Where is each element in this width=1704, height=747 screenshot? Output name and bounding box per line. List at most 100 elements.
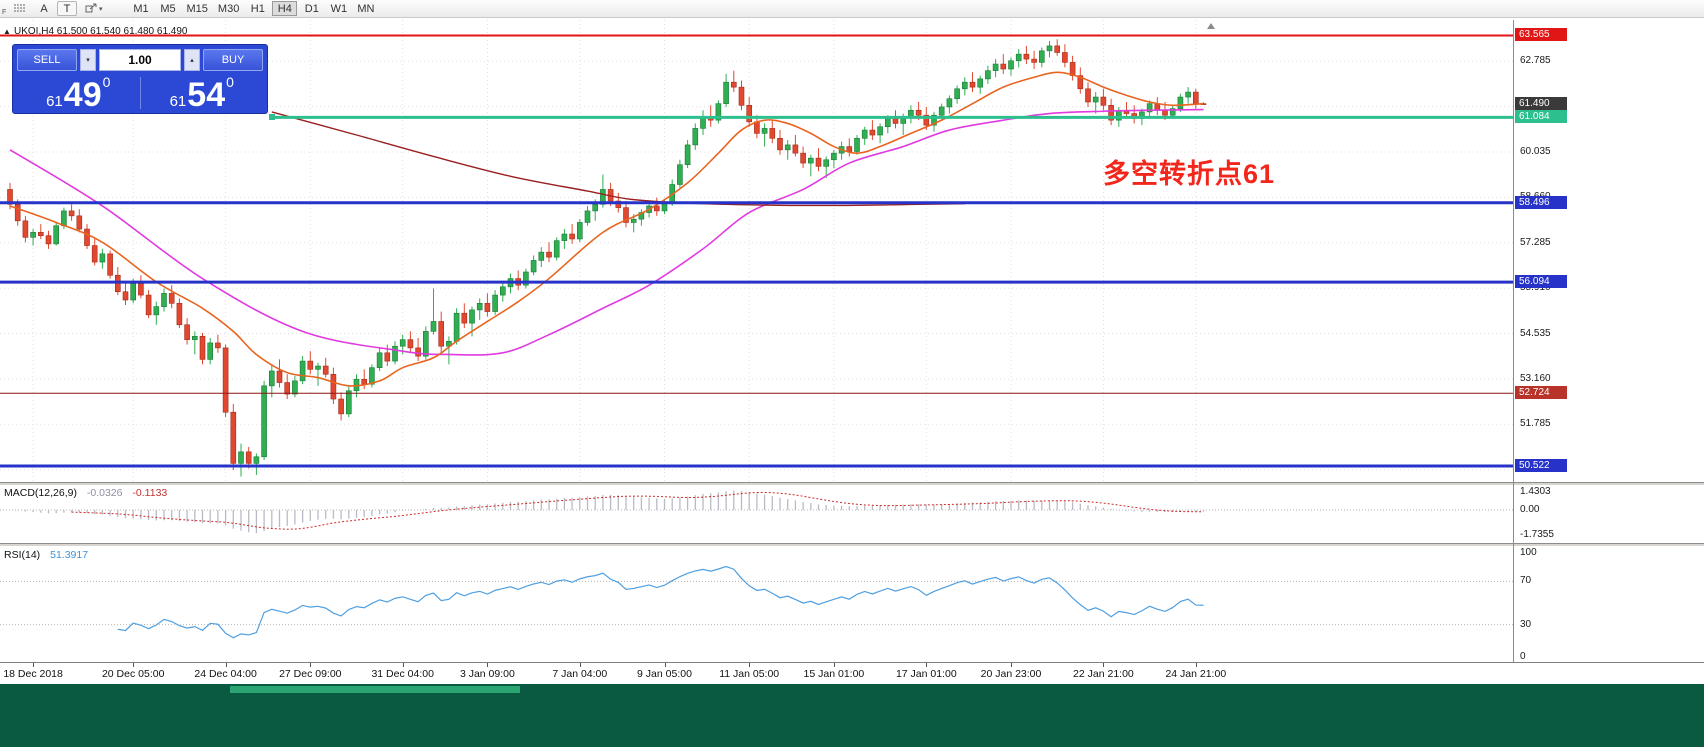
rsi-panel-chart[interactable] <box>0 546 1513 662</box>
macd-histogram <box>17 490 1205 534</box>
time-tick <box>579 663 581 667</box>
timeframe-h1-button[interactable]: H1 <box>245 1 270 16</box>
time-axis-label: 3 Jan 09:00 <box>459 668 515 680</box>
time-tick <box>833 663 835 667</box>
timeframe-h4-button[interactable]: H4 <box>272 1 298 16</box>
one-click-collapse-toggle[interactable]: ▲ <box>3 27 11 36</box>
hatch-tool-button[interactable] <box>8 1 31 16</box>
price-axis-border <box>1513 20 1514 662</box>
price-axis-label: 54.535 <box>1520 327 1551 339</box>
price-axis-label: 53.160 <box>1520 372 1551 384</box>
macd-panel-chart[interactable] <box>0 485 1513 543</box>
timeframe-bar: M1 M5 M15 M30 H1 H4 D1 W1 MN <box>129 1 381 16</box>
rsi-scale-label: 0 <box>1520 651 1526 662</box>
time-axis-label: 24 Dec 04:00 <box>194 668 257 680</box>
timeframe-d1-button[interactable]: D1 <box>299 1 324 16</box>
price-tag: 50.522 <box>1515 458 1567 472</box>
time-tick <box>33 663 35 667</box>
f-label: F <box>2 9 7 16</box>
slow-ma-line <box>9 108 1204 356</box>
price-tag: 56.094 <box>1515 275 1567 289</box>
macd-main-value: -0.0326 <box>86 487 123 499</box>
time-axis-label: 27 Dec 09:00 <box>279 668 342 680</box>
sell-button[interactable]: SELL <box>17 49 77 71</box>
time-axis: 18 Dec 2018 20 Dec 05:00 24 Dec 04:00 27 De… <box>0 662 1704 684</box>
one-click-trading-panel: SELL ▾ ▴ BUY 61 49 0 61 54 0 <box>12 44 268 114</box>
rsi-scale-label: 30 <box>1520 618 1532 630</box>
time-tick <box>1011 663 1012 667</box>
text-label-tool-button[interactable]: T <box>57 1 77 16</box>
long-ma-line <box>271 111 965 207</box>
time-tick <box>310 663 312 667</box>
timeframe-m15-button[interactable]: M15 <box>183 1 212 16</box>
timeframe-m1-button[interactable]: M1 <box>129 1 154 16</box>
shapes-icon <box>85 3 97 13</box>
panel-separator[interactable] <box>0 482 1704 485</box>
time-axis-label: 9 Jan 05:00 <box>637 668 692 680</box>
sell-price-integer: 61 <box>46 93 63 110</box>
timeframe-mn-button[interactable]: MN <box>353 1 378 16</box>
shapes-tool-button[interactable]: ▾ <box>80 1 108 16</box>
buy-price-integer: 61 <box>169 93 187 110</box>
price-tag: 63.565 <box>1515 28 1567 42</box>
sell-price[interactable]: 61 49 0 <box>17 74 140 112</box>
buy-button[interactable]: BUY <box>203 49 263 71</box>
trendline-anchor[interactable] <box>269 114 275 121</box>
macd-indicator-label: MACD(12,26,9) -0.0326 -0.1133 <box>4 487 167 499</box>
rsi-name: RSI(14) <box>4 549 41 561</box>
time-tick <box>1103 663 1105 667</box>
time-axis-label: 20 Dec 05:00 <box>101 668 165 680</box>
time-axis-label: 15 Jan 01:00 <box>803 668 865 680</box>
time-axis-label: 20 Jan 23:00 <box>980 668 1042 680</box>
time-tick <box>664 663 666 667</box>
time-axis-label: 24 Jan 21:00 <box>1165 668 1227 680</box>
horizontal-object-lines[interactable] <box>0 34 1513 468</box>
text-tool-button[interactable]: A <box>34 1 54 16</box>
time-tick <box>1195 663 1197 667</box>
chart-annotation-text: 多空转折点61 <box>1103 159 1276 189</box>
macd-name: MACD(12,26,9) <box>4 487 77 499</box>
rsi-value: 51.3917 <box>50 549 89 561</box>
buy-price-pips: 54 <box>187 76 226 115</box>
price-tag: 58.496 <box>1515 195 1567 209</box>
time-tick <box>402 663 404 667</box>
time-axis-label: 17 Jan 01:00 <box>895 668 957 680</box>
price-axis-label: 60.035 <box>1520 146 1551 157</box>
time-axis-label: 11 Jan 05:00 <box>719 668 780 680</box>
volume-increase-button[interactable]: ▴ <box>184 49 200 71</box>
price-tag: 61.084 <box>1515 110 1567 124</box>
chart-toolbar: F A T ▾ M1 M5 M15 M30 H1 H4 D1 W1 MN <box>0 0 1704 18</box>
price-tag: 61.490 <box>1515 96 1567 110</box>
volume-input[interactable] <box>99 49 181 71</box>
rsi-scale-label: 70 <box>1520 575 1532 587</box>
rsi-scale-label: 100 <box>1520 546 1537 558</box>
sell-price-pips: 49 <box>63 76 102 115</box>
fast-ma-line <box>9 71 1204 387</box>
time-axis-label: 18 Dec 2018 <box>3 668 63 680</box>
time-axis-label: 7 Jan 04:00 <box>552 668 608 680</box>
time-tick <box>133 663 135 667</box>
buy-price-point: 0 <box>226 74 234 90</box>
chart-shift-marker[interactable] <box>1207 23 1215 29</box>
price-axis-label: 62.785 <box>1520 55 1551 67</box>
volume-decrease-button[interactable]: ▾ <box>80 49 96 71</box>
macd-signal-line <box>71 491 1204 530</box>
symbol-ohlc-info: UKOI,H4 61.500 61.540 61.480 61.490 <box>14 26 188 37</box>
buy-price[interactable]: 61 54 0 <box>141 74 264 112</box>
timeframe-m30-button[interactable]: M30 <box>214 1 243 16</box>
rsi-line <box>117 565 1204 639</box>
macd-scale-label: 1.4303 <box>1520 485 1551 497</box>
rsi-indicator-label: RSI(14) 51.3917 <box>4 549 88 561</box>
progress-bar[interactable] <box>230 686 520 693</box>
panel-separator[interactable] <box>0 543 1704 546</box>
time-tick <box>225 663 227 667</box>
price-axis-label: 51.785 <box>1520 418 1551 430</box>
macd-signal-value: -0.1133 <box>132 487 168 499</box>
time-axis-label: 22 Jan 21:00 <box>1073 668 1134 680</box>
sell-price-point: 0 <box>102 74 111 90</box>
timeframe-w1-button[interactable]: W1 <box>326 1 351 16</box>
timeframe-m5-button[interactable]: M5 <box>156 1 181 16</box>
caret-down-icon: ▾ <box>99 5 103 13</box>
bottom-video-bar <box>0 684 1704 747</box>
